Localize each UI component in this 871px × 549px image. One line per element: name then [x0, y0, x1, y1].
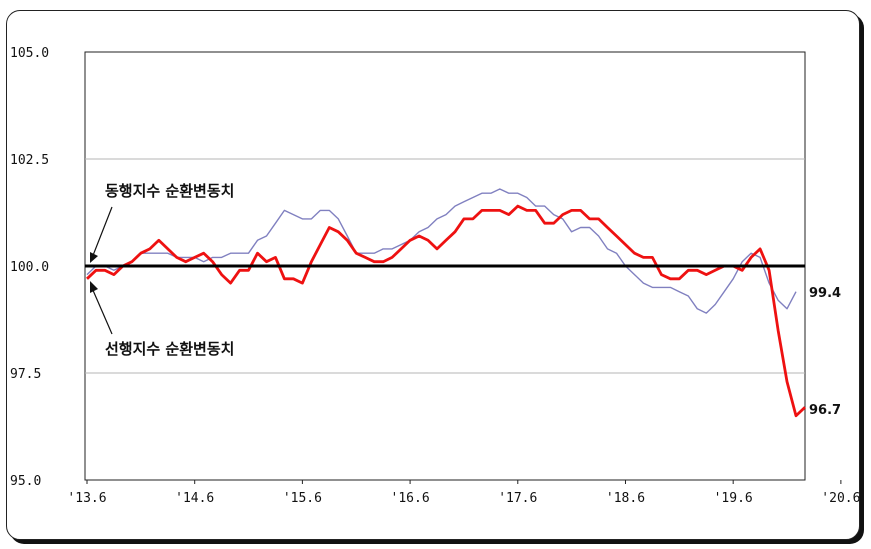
arrowhead-icon [90, 252, 98, 263]
x-tick-label: '16.6 [391, 491, 430, 506]
x-tick-label: '17.6 [498, 491, 537, 506]
x-tick-label: '13.6 [67, 491, 106, 506]
series-line-leading [86, 204, 806, 418]
y-axis: 95.0 97.5 100.0 102.5 105.0 [10, 46, 49, 489]
x-tick-label: '15.6 [283, 491, 322, 506]
series-line-coincident [86, 188, 797, 314]
y-tick-label: 102.5 [10, 153, 49, 168]
end-label-coincident: 99.4 [809, 286, 841, 301]
x-tick-label: '20.6 [821, 491, 860, 506]
y-tick-label: 100.0 [10, 260, 49, 275]
arrowhead-icon [90, 281, 98, 293]
end-label-leading: 96.7 [809, 403, 841, 418]
y-tick-label: 97.5 [10, 367, 41, 382]
series-group [86, 188, 806, 418]
x-tick-label: '14.6 [175, 491, 214, 506]
annotation-leading: 선행지수 순환변동치 [105, 340, 234, 358]
annotation-leading-arrow [91, 287, 113, 335]
x-axis: '13.6 '14.6 '15.6 '16.6 '17.6 '18.6 '19.6 '20.6 [67, 480, 860, 506]
x-tick-label: '19.6 [714, 491, 753, 506]
x-tick-label: '18.6 [606, 491, 645, 506]
annotation-coincident: 동행지수 순환변동치 [105, 182, 234, 200]
y-tick-label: 95.0 [10, 474, 41, 489]
annotation-coincident-arrow [91, 206, 113, 259]
y-tick-label: 105.0 [10, 46, 49, 61]
